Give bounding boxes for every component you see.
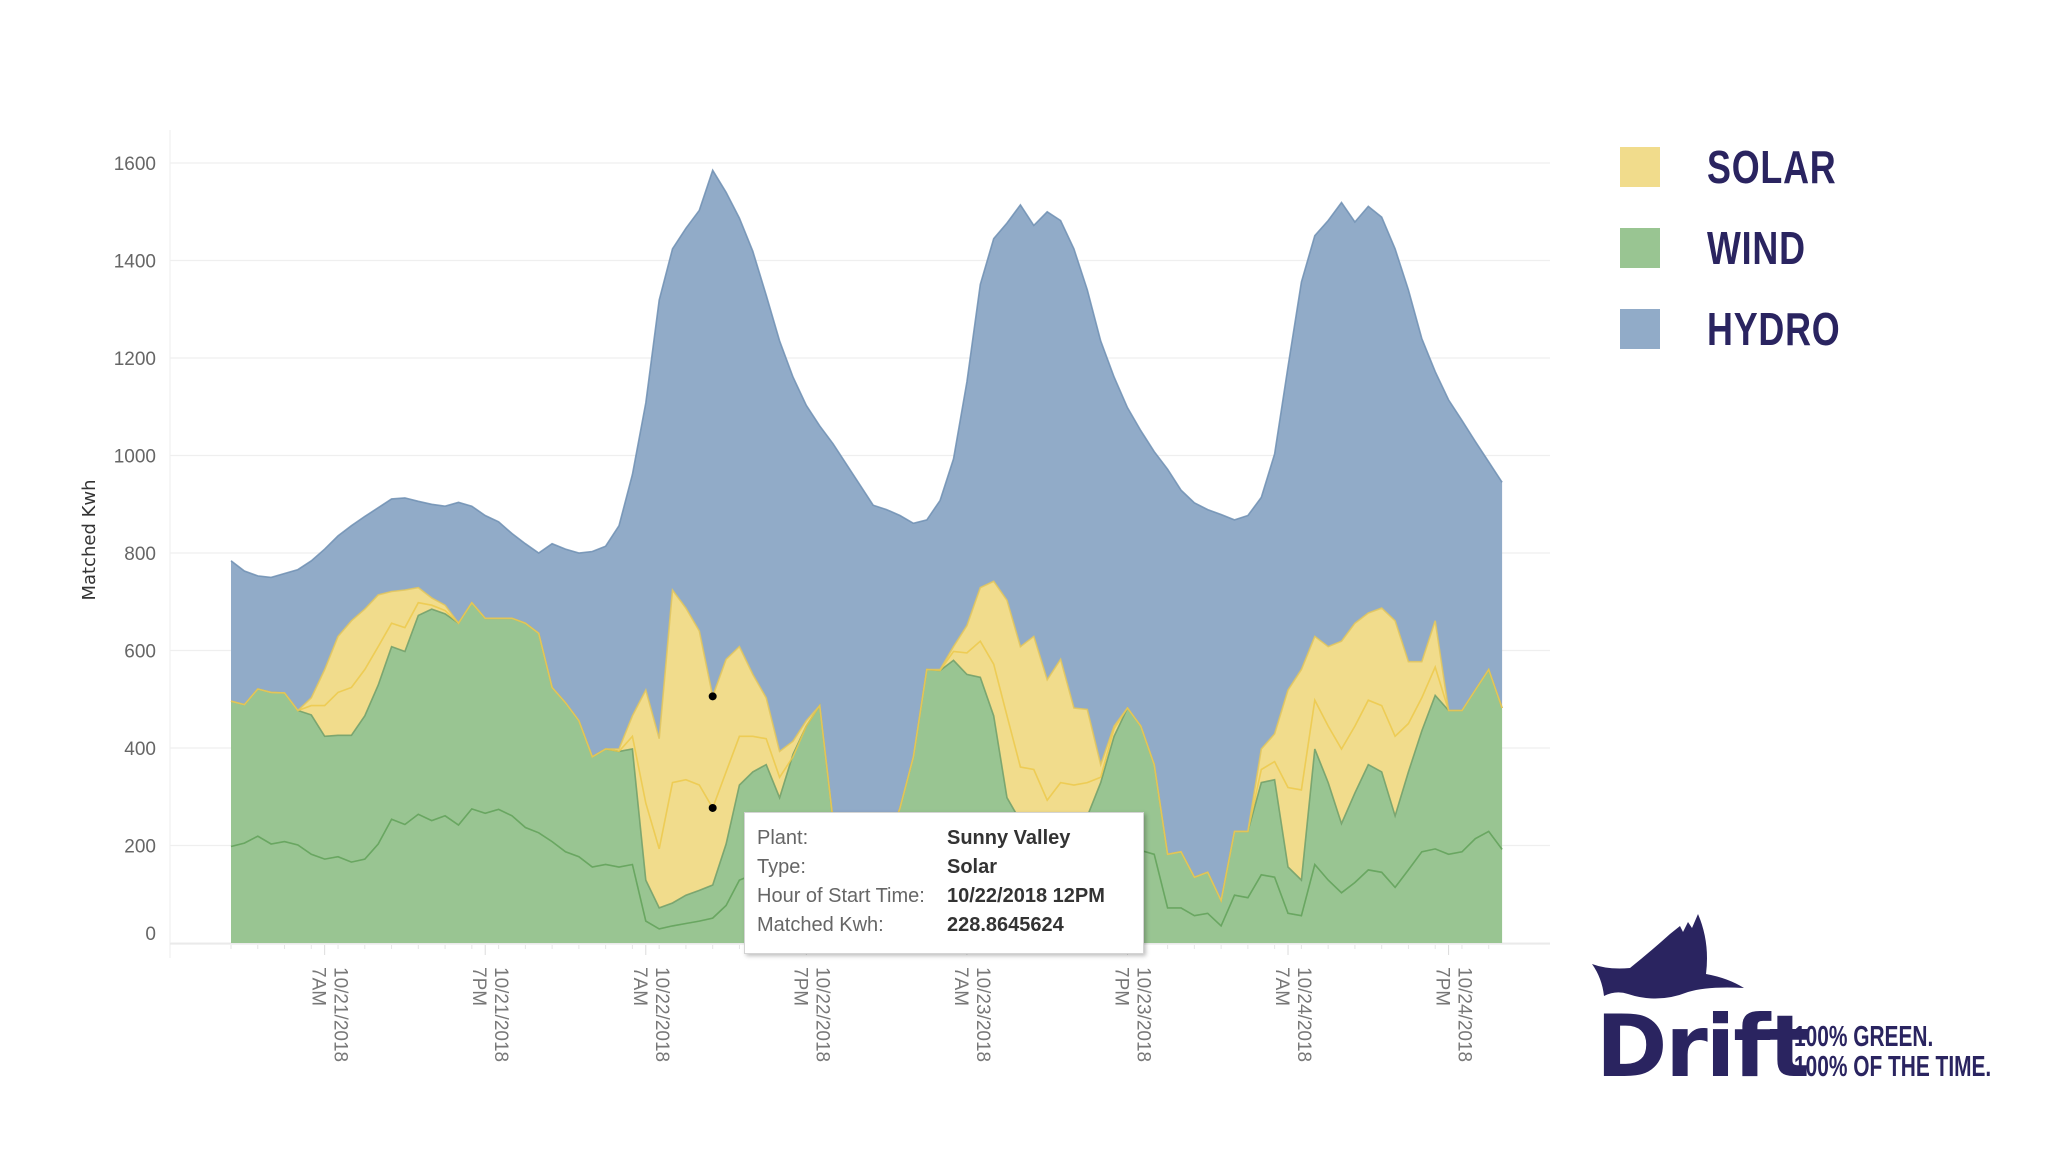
x-tick-time: 7AM — [950, 967, 971, 1006]
y-tick-label: 800 — [124, 544, 156, 565]
y-tick-label: 600 — [124, 642, 156, 663]
y-tick-label: 200 — [124, 837, 156, 858]
tooltip-row-hour: Hour of Start Time: 10/22/2018 12PM — [757, 885, 1105, 908]
x-tick-date: 10/21/2018 — [330, 967, 351, 1062]
logo-tagline: 100% GREEN. 100% OF THE TIME. — [1794, 1022, 1991, 1082]
highlight-marks — [708, 692, 717, 812]
x-tick-time: 7PM — [468, 967, 489, 1006]
legend-swatch-wind — [1620, 227, 1660, 268]
tooltip-value: Solar — [947, 856, 998, 878]
tooltip-row-kwh: Matched Kwh: 228.8645624 — [757, 914, 1064, 937]
y-tick-label: 1600 — [114, 154, 156, 175]
tooltip-label: Matched Kwh: — [757, 914, 884, 936]
highlight-point-bottom — [708, 803, 717, 812]
drift-logo: Drift 100% GREEN. 100% OF THE TIME. — [1588, 912, 2008, 1090]
y-tick-label: 0 — [145, 924, 156, 945]
x-tick-time: 7AM — [629, 967, 650, 1006]
legend-label: WIND — [1707, 221, 1806, 274]
x-tick-date: 10/22/2018 — [811, 967, 832, 1062]
legend: SOLAR WIND HYDRO — [1620, 126, 1878, 369]
legend-swatch-hydro — [1620, 308, 1660, 349]
y-axis: 0 200 400 600 800 1000 1200 1400 1600 — [114, 154, 156, 945]
tooltip: Plant: Sunny Valley Type: Solar Hour of St… — [744, 812, 1144, 954]
area-wind-0[interactable] — [231, 808, 1503, 943]
area-wind-1[interactable] — [231, 602, 1503, 929]
tooltip-row-plant: Plant: Sunny Valley — [757, 827, 1070, 850]
tooltip-value: 228.8645624 — [947, 914, 1064, 936]
highlight-point-top — [708, 692, 717, 701]
legend-item-solar[interactable]: SOLAR — [1620, 126, 1878, 207]
x-tick-date: 10/24/2018 — [1454, 967, 1475, 1062]
legend-item-wind[interactable]: WIND — [1620, 207, 1878, 288]
x-tick-date: 10/23/2018 — [1132, 967, 1153, 1062]
y-tick-label: 1000 — [114, 447, 156, 468]
legend-label: HYDRO — [1707, 302, 1841, 355]
x-tick-time: 7PM — [1110, 967, 1131, 1006]
tooltip-value: Sunny Valley — [947, 827, 1071, 849]
tagline-line-2: 100% OF THE TIME. — [1794, 1051, 1992, 1083]
tooltip-label: Hour of Start Time: — [757, 885, 925, 907]
area-solar-3[interactable] — [231, 581, 1503, 901]
area-hydro-4[interactable] — [231, 170, 1503, 901]
x-tick-time: 7AM — [1271, 967, 1292, 1006]
bird-icon — [1592, 914, 1744, 999]
y-tick-label: 1200 — [114, 349, 156, 370]
x-tick-time: 7PM — [789, 967, 810, 1006]
tooltip-label: Plant: — [757, 827, 809, 849]
line-hydro-4 — [230, 168, 1503, 579]
x-tick-date: 10/21/2018 — [490, 967, 511, 1062]
tooltip-value: 10/22/2018 12PM — [947, 885, 1105, 907]
x-tick-date: 10/22/2018 — [651, 967, 672, 1062]
y-tick-label: 400 — [124, 739, 156, 760]
legend-swatch-solar — [1620, 146, 1660, 187]
y-axis-title: Matched Kwh — [79, 479, 100, 600]
x-tick-time: 7PM — [1432, 967, 1453, 1006]
tooltip-label: Type: — [757, 856, 806, 878]
x-tick-date: 10/24/2018 — [1293, 967, 1314, 1062]
legend-item-hydro[interactable]: HYDRO — [1620, 288, 1878, 369]
legend-label: SOLAR — [1707, 140, 1837, 193]
y-tick-label: 1400 — [114, 252, 156, 273]
logo-wordmark: Drift — [1596, 997, 1810, 1097]
tagline-line-1: 100% GREEN. — [1794, 1021, 1934, 1053]
x-tick-date: 10/23/2018 — [972, 967, 993, 1062]
x-tick-time: 7AM — [308, 967, 329, 1006]
tooltip-row-type: Type: Solar — [757, 856, 997, 879]
